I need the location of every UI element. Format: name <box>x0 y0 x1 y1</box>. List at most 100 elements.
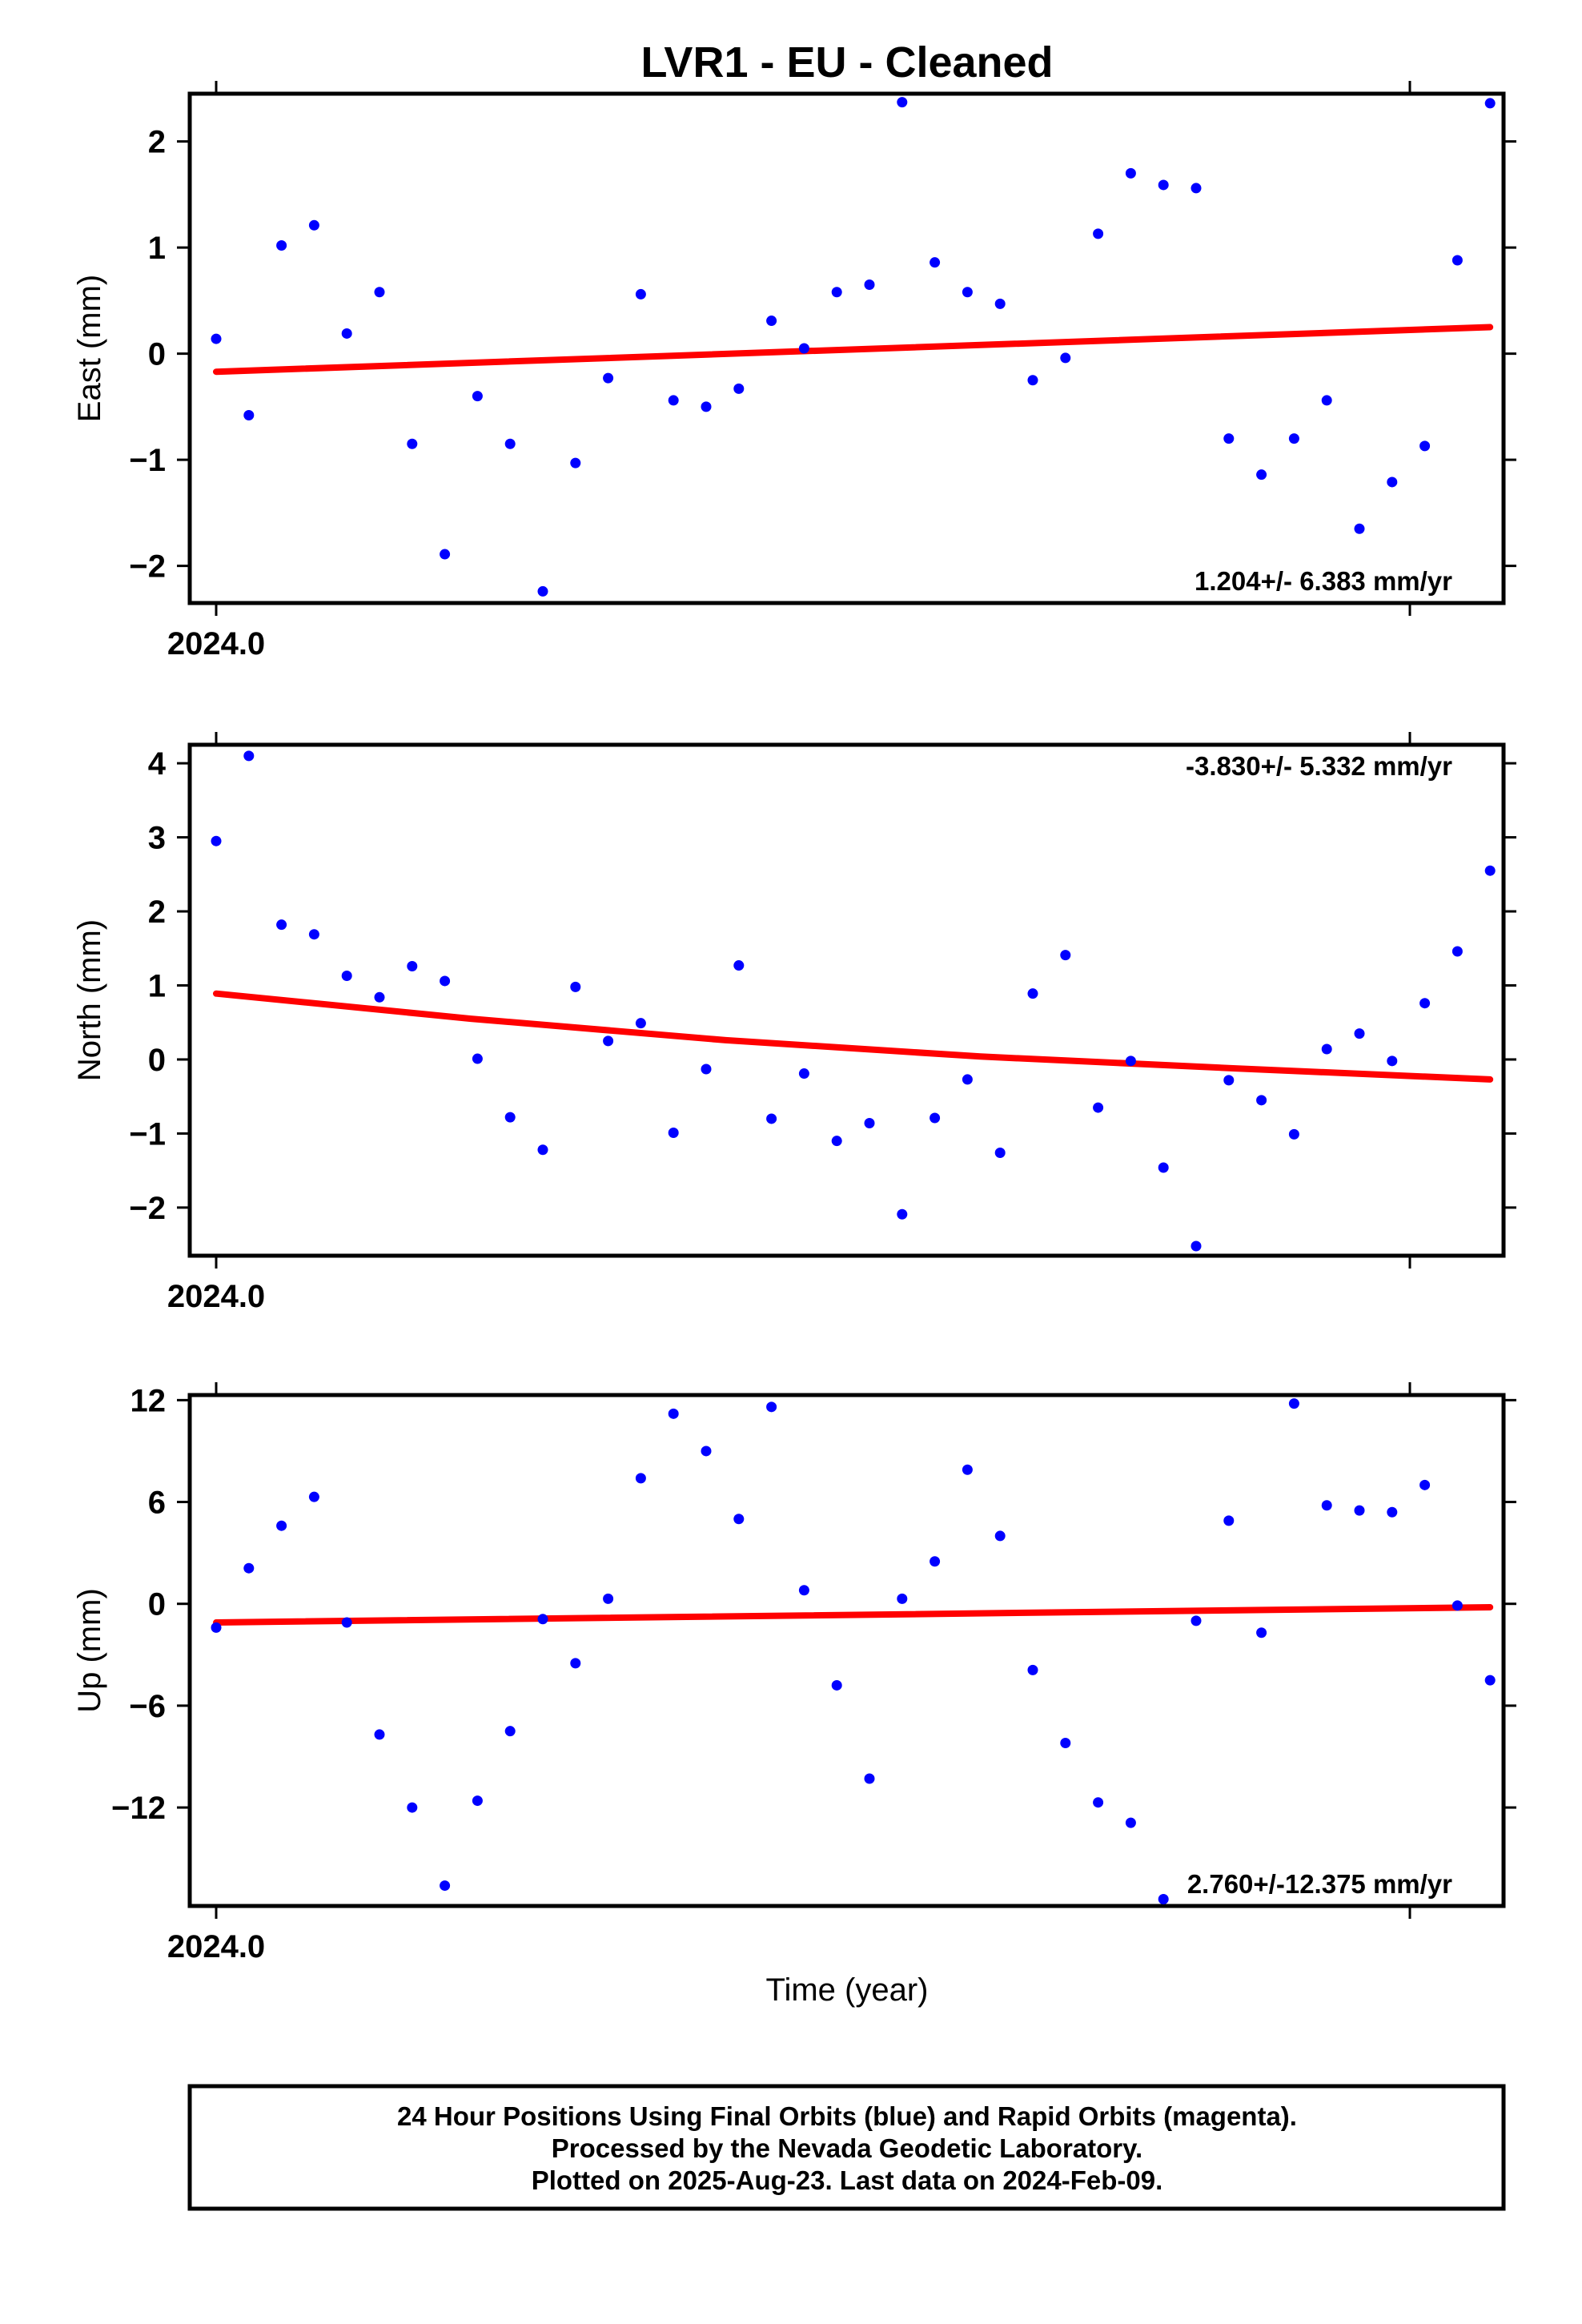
north-ytick-label: −1 <box>129 1116 166 1152</box>
east-data-point <box>1093 228 1104 239</box>
up-data-point <box>798 1585 809 1596</box>
up-data-point <box>1093 1797 1104 1808</box>
east-data-point <box>374 287 385 298</box>
north-data-point <box>211 835 222 846</box>
east-data-point <box>1191 183 1202 194</box>
east-ytick-label: −1 <box>129 443 166 478</box>
up-data-point <box>864 1773 875 1784</box>
up-data-point <box>1484 1675 1496 1686</box>
up-data-point <box>668 1408 679 1419</box>
up-data-point <box>504 1726 516 1737</box>
north-data-point <box>635 1018 646 1029</box>
up-data-point <box>1452 1600 1463 1611</box>
east-data-point <box>1484 98 1496 109</box>
east-data-point <box>1387 476 1398 488</box>
up-data-point <box>994 1530 1006 1542</box>
east-data-point <box>1027 375 1038 386</box>
east-data-point <box>1223 433 1235 444</box>
up-data-point <box>1223 1515 1235 1526</box>
north-data-point <box>897 1208 908 1220</box>
up-ytick-label: −12 <box>111 1791 166 1826</box>
up-data-point <box>897 1593 908 1604</box>
east-data-point <box>243 409 255 420</box>
east-data-point <box>1354 523 1365 534</box>
up-data-point <box>308 1491 319 1502</box>
east-data-point <box>504 438 516 449</box>
north-data-point <box>243 750 255 762</box>
up-data-point <box>766 1401 777 1413</box>
east-rate-label: 1.204+/- 6.383 mm/yr <box>1195 566 1452 596</box>
east-plot-frame <box>187 91 1506 605</box>
east-ytick-label: 0 <box>148 337 166 372</box>
north-ytick-label: 2 <box>148 895 166 930</box>
up-rate-label: 2.760+/-12.375 mm/yr <box>1187 1869 1452 1899</box>
chart-title: LVR1 - EU - Cleaned <box>640 38 1053 86</box>
east-data-point <box>733 383 745 394</box>
north-ytick-label: 1 <box>148 969 166 1004</box>
east-data-point <box>341 328 352 339</box>
east-data-point <box>897 97 908 108</box>
north-data-point <box>1387 1055 1398 1067</box>
east-data-point <box>1125 167 1136 179</box>
up-data-point <box>1256 1627 1267 1638</box>
north-data-point <box>570 981 581 992</box>
east-data-point <box>798 343 809 354</box>
east-data-point <box>603 372 614 384</box>
east-data-point <box>1321 395 1332 406</box>
east-data-point <box>701 401 712 412</box>
up-data-point <box>1191 1615 1202 1626</box>
east-data-point <box>1256 469 1267 480</box>
up-data-point <box>570 1658 581 1669</box>
east-data-point <box>407 438 418 449</box>
north-data-point <box>1027 988 1038 999</box>
east-ytick-label: 2 <box>148 125 166 160</box>
east-data-point <box>962 287 973 298</box>
footer-box <box>187 2084 1506 2211</box>
north-data-point <box>1125 1055 1136 1067</box>
north-xtick-label: 2024.0 <box>167 1279 265 1314</box>
north-data-point <box>1484 865 1496 876</box>
up-data-point <box>701 1445 712 1457</box>
panel-east: 2 1 0 −1 −2 2024.0 East (mm) 1.204+/- 6.383 mm/… <box>72 81 1516 661</box>
up-xtick-label: 2024.0 <box>167 1929 265 1964</box>
north-data-point <box>864 1117 875 1128</box>
east-data-point <box>1288 433 1299 444</box>
east-data-point <box>1452 255 1463 266</box>
up-ytick-label: 0 <box>148 1587 166 1622</box>
east-data-point <box>635 288 646 300</box>
up-data-point <box>962 1464 973 1475</box>
up-data-point <box>341 1617 352 1628</box>
up-data-point <box>440 1880 451 1892</box>
north-y-axis-label: North (mm) <box>72 919 107 1081</box>
east-data-point <box>864 279 875 290</box>
up-data-point <box>243 1562 255 1574</box>
north-data-point <box>1256 1095 1267 1106</box>
up-y-axis-label: Up (mm) <box>72 1588 107 1713</box>
north-rate-label: -3.830+/- 5.332 mm/yr <box>1186 751 1452 781</box>
footer-line-3: Plotted on 2025-Aug-23. Last data on 202… <box>532 2165 1163 2195</box>
north-data-point <box>1158 1162 1169 1173</box>
up-data-point <box>1419 1479 1431 1490</box>
up-trend-line <box>213 1604 1494 1626</box>
up-data-point <box>603 1593 614 1604</box>
north-data-point <box>766 1113 777 1124</box>
up-plot-frame <box>187 1393 1506 1908</box>
east-data-point <box>570 457 581 468</box>
up-data-point <box>1354 1505 1365 1516</box>
east-ytick-label: 1 <box>148 231 166 266</box>
east-ytick-label: −2 <box>129 549 166 585</box>
panel-up: 12 6 0 −6 −12 2024.0 Up (mm) 2.760+/-12.375 mm/… <box>72 1382 1516 1964</box>
north-data-point <box>1093 1102 1104 1113</box>
north-data-point <box>1419 998 1431 1009</box>
north-ytick-label: 0 <box>148 1043 166 1078</box>
north-data-point <box>962 1074 973 1085</box>
north-ytick-label: 4 <box>148 746 167 782</box>
east-y-axis-label: East (mm) <box>72 275 107 422</box>
north-data-point <box>276 919 287 931</box>
east-data-point <box>276 239 287 251</box>
footer-line-2: Processed by the Nevada Geodetic Laborat… <box>552 2133 1142 2163</box>
north-data-point <box>407 960 418 971</box>
north-data-point <box>341 970 352 981</box>
up-data-point <box>930 1556 941 1567</box>
